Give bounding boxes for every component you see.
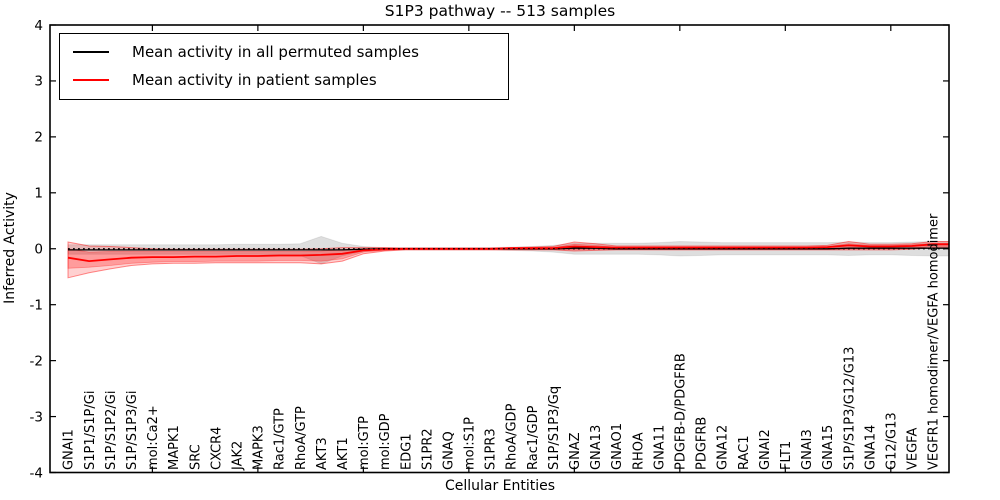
y-tick-label: -3 bbox=[30, 409, 43, 425]
y-tick-label: -2 bbox=[30, 353, 43, 369]
x-category-label: S1P/S1P3/Gi bbox=[125, 391, 140, 470]
x-category-label: JAK2 bbox=[230, 441, 245, 471]
x-category-label: GNA11 bbox=[652, 425, 667, 470]
y-axis-ticks: -4 -3 -2 -1 0 1 2 3 4 bbox=[30, 18, 949, 481]
x-category-label: MAPK1 bbox=[167, 425, 182, 470]
chart-title: S1P3 pathway -- 513 samples bbox=[384, 2, 616, 20]
x-category-label: RhoA/GDP bbox=[505, 403, 520, 470]
x-category-label: AKT3 bbox=[315, 437, 330, 470]
x-category-label: VEGFA bbox=[906, 428, 921, 470]
legend-label-patient: Mean activity in patient samples bbox=[132, 71, 377, 89]
x-category-label: S1P1/S1P/Gi bbox=[83, 391, 98, 470]
x-category-label: mol:GDP bbox=[378, 413, 393, 470]
x-category-label: PDGFRB bbox=[695, 417, 710, 470]
x-category-label: PDGFB-D/PDGFRB bbox=[674, 353, 689, 470]
x-category-label: S1PR3 bbox=[484, 428, 499, 470]
x-category-label: RHOA bbox=[631, 432, 646, 470]
legend-item-patient: Mean activity in patient samples bbox=[60, 66, 508, 94]
x-category-label: GNA14 bbox=[863, 425, 878, 470]
x-category-label: AKT1 bbox=[336, 437, 351, 470]
patient-mean-line bbox=[67, 243, 949, 263]
x-category-label: S1P/S1P3/G12/G13 bbox=[842, 347, 857, 470]
x-category-label: GNA12 bbox=[716, 425, 731, 470]
x-category-label: FLT1 bbox=[779, 441, 794, 470]
y-tick-label: 0 bbox=[34, 242, 43, 258]
x-category-label: GNAI2 bbox=[758, 429, 773, 470]
x-category-label: RAC1 bbox=[737, 435, 752, 470]
x-category-label: GNAI3 bbox=[800, 429, 815, 470]
y-tick-label: 1 bbox=[34, 186, 43, 202]
x-category-label: S1P/S1P3/Gq bbox=[547, 386, 562, 470]
legend-box: Mean activity in all permuted samples Me… bbox=[59, 33, 509, 100]
y-tick-label: -4 bbox=[30, 465, 43, 481]
x-category-label: G12/G13 bbox=[885, 412, 900, 470]
x-category-label: SRC bbox=[188, 444, 203, 470]
y-tick-label: 3 bbox=[34, 74, 43, 90]
y-tick-label: 4 bbox=[34, 18, 43, 34]
x-category-label: GNAZ bbox=[568, 432, 583, 470]
y-axis-label: Inferred Activity bbox=[2, 192, 18, 304]
x-category-label: mol:GTP bbox=[357, 416, 372, 470]
x-category-label: S1P/S1P2/Gi bbox=[104, 391, 119, 470]
permuted-line-swatch bbox=[73, 51, 109, 53]
x-category-label: mol:S1P bbox=[463, 417, 478, 470]
x-category-label: GNAQ bbox=[441, 431, 456, 470]
y-tick-label: 2 bbox=[34, 130, 43, 146]
x-category-label: Rac1/GTP bbox=[273, 408, 288, 470]
x-category-label: CXCR4 bbox=[209, 427, 224, 470]
x-axis-label: Cellular Entities bbox=[444, 478, 556, 494]
x-category-label: MAPK3 bbox=[252, 425, 267, 470]
patient-line-swatch bbox=[73, 79, 109, 81]
x-category-label: GNAI1 bbox=[62, 429, 77, 470]
x-category-label: VEGFR1 homodimer/VEGFA homodimer bbox=[927, 213, 942, 470]
x-category-label: GNAO1 bbox=[610, 423, 625, 470]
x-category-label: Rac1/GDP bbox=[526, 405, 541, 470]
category-labels: GNAI1 S1P1/S1P/Gi S1P/S1P2/Gi S1P/S1P3/Gi mo… bbox=[62, 213, 942, 471]
x-category-label: GNA15 bbox=[821, 425, 836, 470]
y-tick-label: -1 bbox=[30, 297, 43, 313]
legend-item-permuted: Mean activity in all permuted samples bbox=[60, 38, 508, 66]
x-category-label: mol:Ca2+ bbox=[146, 405, 161, 470]
x-category-label: GNA13 bbox=[589, 425, 604, 470]
x-category-label: RhoA/GTP bbox=[294, 406, 309, 470]
legend-label-permuted: Mean activity in all permuted samples bbox=[132, 43, 419, 61]
x-category-label: EDG1 bbox=[399, 433, 414, 470]
x-axis-ticks bbox=[151, 25, 892, 473]
x-category-label: S1PR2 bbox=[420, 428, 435, 470]
